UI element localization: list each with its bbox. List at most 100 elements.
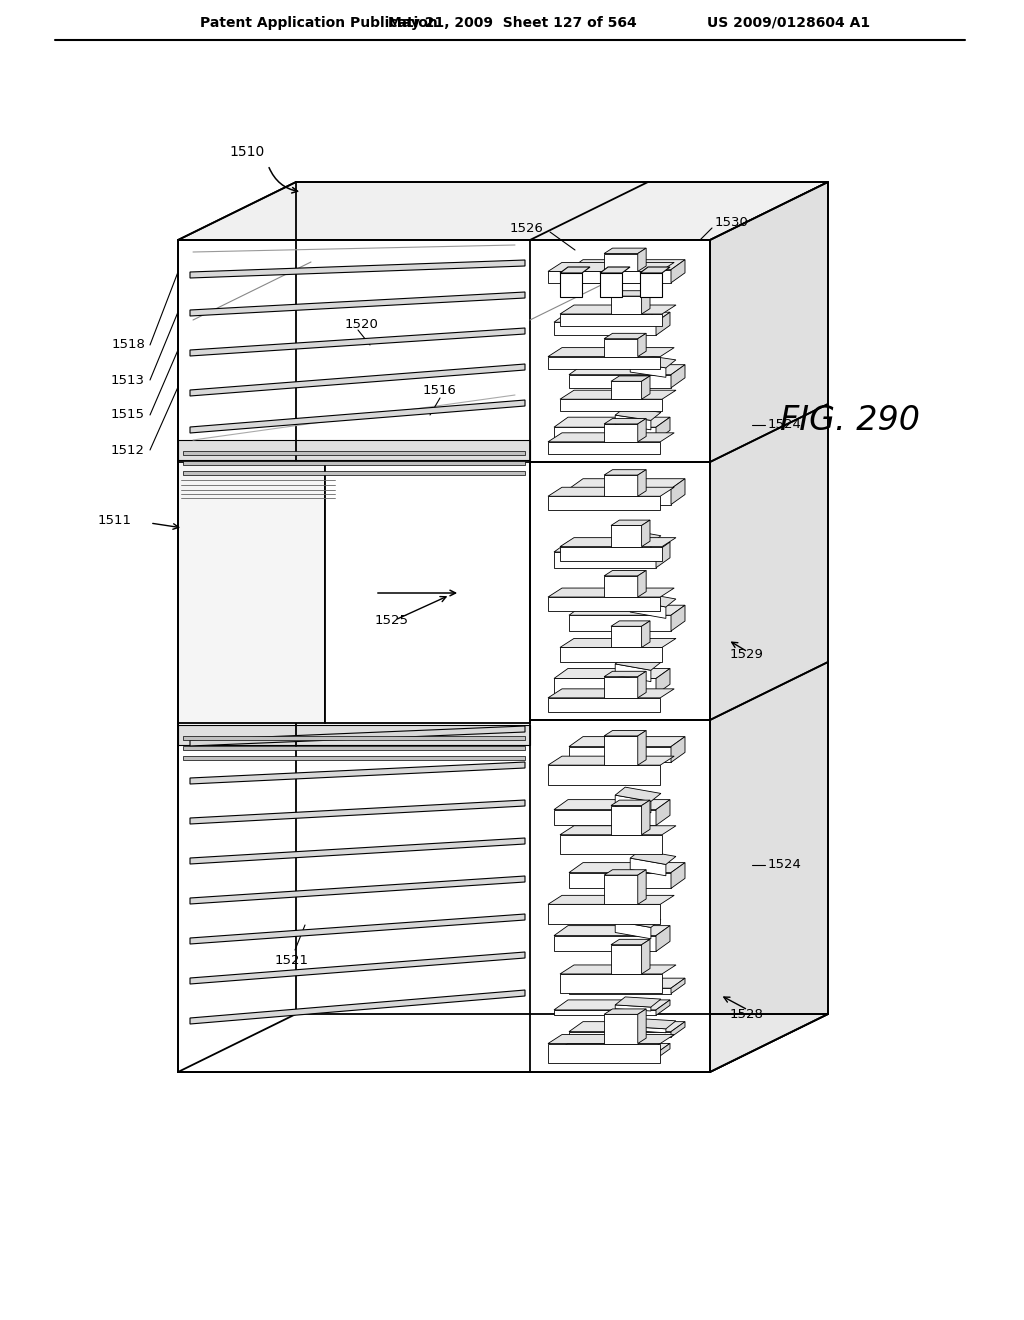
Polygon shape bbox=[640, 267, 670, 273]
Polygon shape bbox=[190, 292, 525, 315]
Polygon shape bbox=[548, 766, 660, 784]
Polygon shape bbox=[569, 615, 671, 631]
Polygon shape bbox=[183, 451, 525, 455]
Polygon shape bbox=[183, 756, 525, 760]
Polygon shape bbox=[554, 1010, 656, 1015]
Polygon shape bbox=[671, 479, 685, 504]
Polygon shape bbox=[178, 725, 530, 744]
Polygon shape bbox=[630, 363, 666, 378]
Polygon shape bbox=[611, 525, 642, 546]
Polygon shape bbox=[642, 800, 650, 834]
Polygon shape bbox=[638, 870, 646, 904]
Polygon shape bbox=[638, 470, 646, 496]
Polygon shape bbox=[190, 800, 525, 824]
Polygon shape bbox=[178, 440, 530, 459]
Text: 1525: 1525 bbox=[375, 614, 409, 627]
Polygon shape bbox=[615, 913, 660, 928]
Polygon shape bbox=[642, 520, 650, 546]
Text: 1528: 1528 bbox=[730, 1008, 764, 1022]
Text: FIG. 290: FIG. 290 bbox=[780, 404, 920, 437]
Polygon shape bbox=[604, 870, 646, 875]
Polygon shape bbox=[611, 296, 642, 314]
Polygon shape bbox=[554, 1001, 670, 1010]
Polygon shape bbox=[630, 1027, 666, 1032]
Text: 1521: 1521 bbox=[275, 953, 309, 966]
Polygon shape bbox=[190, 876, 525, 904]
Polygon shape bbox=[604, 576, 638, 597]
Polygon shape bbox=[656, 1043, 670, 1059]
Polygon shape bbox=[178, 240, 710, 1072]
Polygon shape bbox=[671, 364, 685, 388]
Polygon shape bbox=[548, 487, 674, 496]
Polygon shape bbox=[548, 597, 660, 611]
Polygon shape bbox=[604, 737, 638, 766]
Polygon shape bbox=[600, 267, 630, 273]
Polygon shape bbox=[615, 407, 660, 420]
Polygon shape bbox=[611, 945, 642, 974]
Text: 1515: 1515 bbox=[111, 408, 145, 421]
Polygon shape bbox=[604, 470, 646, 475]
Polygon shape bbox=[569, 260, 685, 269]
Polygon shape bbox=[548, 698, 660, 711]
Polygon shape bbox=[611, 290, 650, 296]
Polygon shape bbox=[604, 248, 646, 253]
Polygon shape bbox=[548, 347, 674, 356]
Polygon shape bbox=[671, 605, 685, 631]
Polygon shape bbox=[569, 488, 671, 504]
Polygon shape bbox=[560, 639, 676, 647]
Polygon shape bbox=[190, 260, 525, 279]
Polygon shape bbox=[630, 355, 676, 368]
Polygon shape bbox=[638, 418, 646, 442]
Polygon shape bbox=[640, 273, 662, 297]
Polygon shape bbox=[604, 418, 646, 424]
Polygon shape bbox=[560, 546, 662, 561]
Polygon shape bbox=[190, 327, 525, 356]
Polygon shape bbox=[600, 273, 622, 297]
Polygon shape bbox=[710, 182, 828, 1072]
Polygon shape bbox=[642, 940, 650, 974]
Text: 1526: 1526 bbox=[509, 222, 543, 235]
Polygon shape bbox=[569, 1022, 685, 1032]
Polygon shape bbox=[671, 1022, 685, 1038]
Polygon shape bbox=[548, 433, 674, 442]
Polygon shape bbox=[604, 1014, 638, 1044]
Polygon shape bbox=[569, 747, 671, 763]
Polygon shape bbox=[604, 672, 646, 677]
Polygon shape bbox=[183, 746, 525, 750]
Polygon shape bbox=[642, 620, 650, 647]
Polygon shape bbox=[560, 834, 662, 854]
Polygon shape bbox=[190, 762, 525, 784]
Polygon shape bbox=[615, 921, 651, 939]
Polygon shape bbox=[178, 462, 325, 723]
Text: Patent Application Publication: Patent Application Publication bbox=[200, 16, 437, 30]
Polygon shape bbox=[183, 461, 525, 465]
Polygon shape bbox=[554, 678, 656, 694]
Polygon shape bbox=[615, 1040, 660, 1051]
Polygon shape bbox=[611, 620, 650, 626]
Polygon shape bbox=[604, 570, 646, 576]
Polygon shape bbox=[630, 850, 676, 865]
Polygon shape bbox=[638, 1008, 646, 1044]
Polygon shape bbox=[611, 381, 642, 399]
Text: 1510: 1510 bbox=[229, 145, 264, 158]
Text: 1524: 1524 bbox=[768, 858, 802, 871]
Polygon shape bbox=[638, 730, 646, 766]
Text: 1513: 1513 bbox=[111, 374, 145, 387]
Polygon shape bbox=[178, 182, 828, 240]
Polygon shape bbox=[190, 952, 525, 983]
Polygon shape bbox=[548, 1035, 674, 1044]
Text: 1529: 1529 bbox=[730, 648, 764, 661]
Polygon shape bbox=[560, 826, 676, 834]
Polygon shape bbox=[630, 593, 676, 607]
Text: 1530: 1530 bbox=[715, 215, 749, 228]
Polygon shape bbox=[638, 672, 646, 698]
Polygon shape bbox=[569, 605, 685, 615]
Text: 1524: 1524 bbox=[768, 418, 802, 432]
Polygon shape bbox=[554, 809, 656, 825]
Polygon shape bbox=[560, 273, 582, 297]
Polygon shape bbox=[190, 400, 525, 433]
Polygon shape bbox=[611, 626, 642, 647]
Polygon shape bbox=[569, 873, 671, 888]
Polygon shape bbox=[604, 1008, 646, 1014]
Polygon shape bbox=[630, 1019, 676, 1028]
